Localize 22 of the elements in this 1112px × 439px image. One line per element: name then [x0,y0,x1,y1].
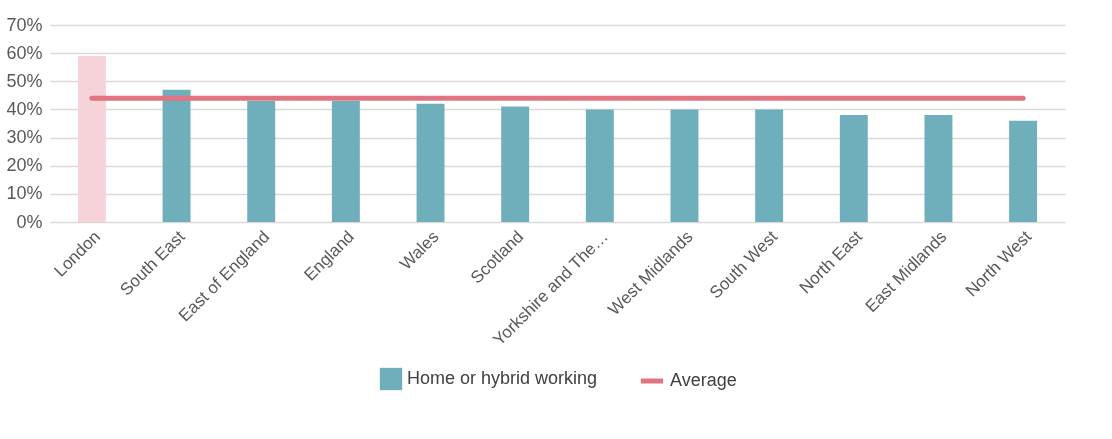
bar [247,100,276,222]
bar [585,109,614,222]
bar [1009,120,1038,222]
bar [924,115,953,222]
legend-label: Home or hybrid working [407,368,598,388]
bar [162,89,191,222]
y-tick-label: 10% [6,183,43,204]
y-tick-label: 30% [6,127,43,148]
y-tick-label: 70% [6,14,43,35]
bar [755,109,784,222]
y-tick-label: 20% [6,155,43,176]
bar [501,106,530,222]
bar [839,115,868,222]
bar [670,109,699,222]
y-tick-label: 50% [6,70,43,91]
bar [331,100,360,222]
legend-label: Average [670,370,737,390]
bar [77,55,106,222]
y-tick-label: 40% [6,98,43,119]
y-tick-label: 0% [16,211,43,232]
bar [416,103,445,222]
y-tick-label: 60% [6,42,43,63]
